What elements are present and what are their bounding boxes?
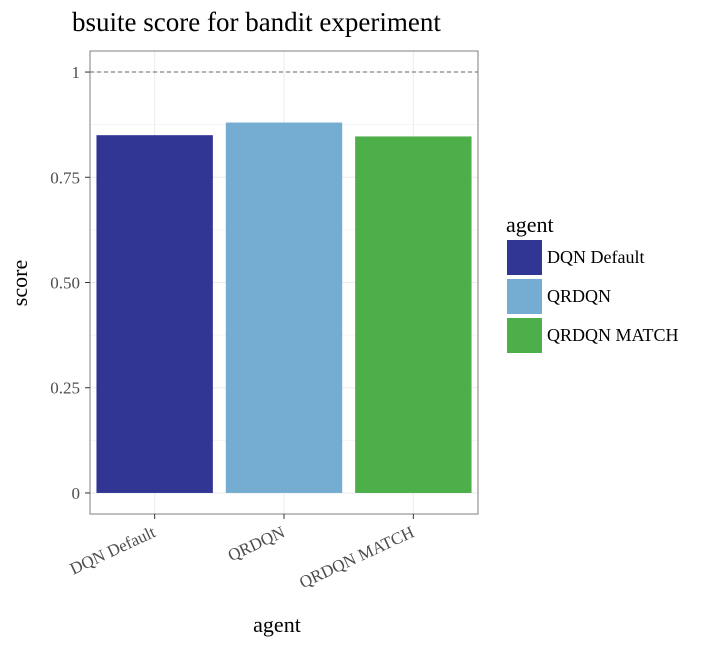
bar-qrdqn-match (355, 136, 472, 493)
y-tick-label: 1 (72, 63, 81, 82)
legend-label: QRDQN (547, 286, 611, 306)
legend-label: DQN Default (547, 247, 644, 267)
y-tick-label: 0.50 (50, 274, 80, 293)
x-axis: DQN Default QRDQN QRDQN MATCH (67, 514, 417, 592)
legend-swatch (507, 240, 542, 275)
x-tick-label: QRDQN (225, 522, 288, 565)
plot-area (89, 50, 479, 515)
legend-swatch (507, 279, 542, 314)
y-tick-label: 0.75 (50, 168, 80, 187)
y-axis-title: score (7, 260, 32, 306)
legend-swatch (507, 318, 542, 353)
bar-qrdqn (225, 122, 343, 493)
x-tick-label: DQN Default (67, 522, 159, 578)
chart-title: bsuite score for bandit experiment (72, 7, 441, 37)
y-tick-label: 0 (72, 484, 81, 503)
legend: agent DQN Default QRDQN QRDQN MATCH (506, 212, 679, 353)
legend-label: QRDQN MATCH (547, 325, 679, 345)
x-tick-label: QRDQN MATCH (296, 522, 417, 592)
bar-dqn-default (96, 135, 213, 493)
y-tick-label: 0.25 (50, 379, 80, 398)
legend-title: agent (506, 212, 554, 237)
y-axis: 0 0.25 0.50 0.75 1 (50, 63, 90, 503)
x-axis-title: agent (253, 612, 301, 637)
bars (96, 122, 472, 493)
